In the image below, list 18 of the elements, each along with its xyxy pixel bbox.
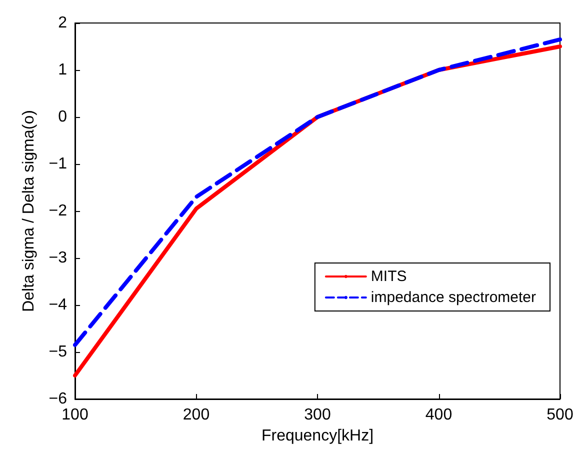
y-tick-label: −6: [48, 390, 68, 408]
x-tick-label: 500: [546, 406, 574, 424]
y-tick-label: −1: [48, 156, 68, 172]
y-tick-label: −4: [48, 296, 68, 314]
y-axis-title: Delta sigma / Delta sigma(o): [20, 110, 38, 312]
y-tick-label: −2: [48, 202, 68, 220]
legend-label: impedance spectrometer: [370, 289, 536, 306]
x-tick-label: 200: [182, 406, 210, 424]
y-tick-label: −3: [48, 250, 68, 266]
y-tick-label: −5: [48, 344, 68, 360]
legend-label: MITS: [370, 268, 407, 285]
y-tick-label: 2: [58, 14, 68, 32]
y-tick-label: 0: [58, 108, 68, 126]
x-axis-title: Frequency[kHz]: [261, 427, 374, 444]
x-tick-label: 300: [304, 406, 331, 424]
y-tick-label: 1: [58, 62, 68, 78]
x-tick-label: 400: [425, 406, 452, 424]
x-tick-label: 100: [62, 406, 88, 424]
